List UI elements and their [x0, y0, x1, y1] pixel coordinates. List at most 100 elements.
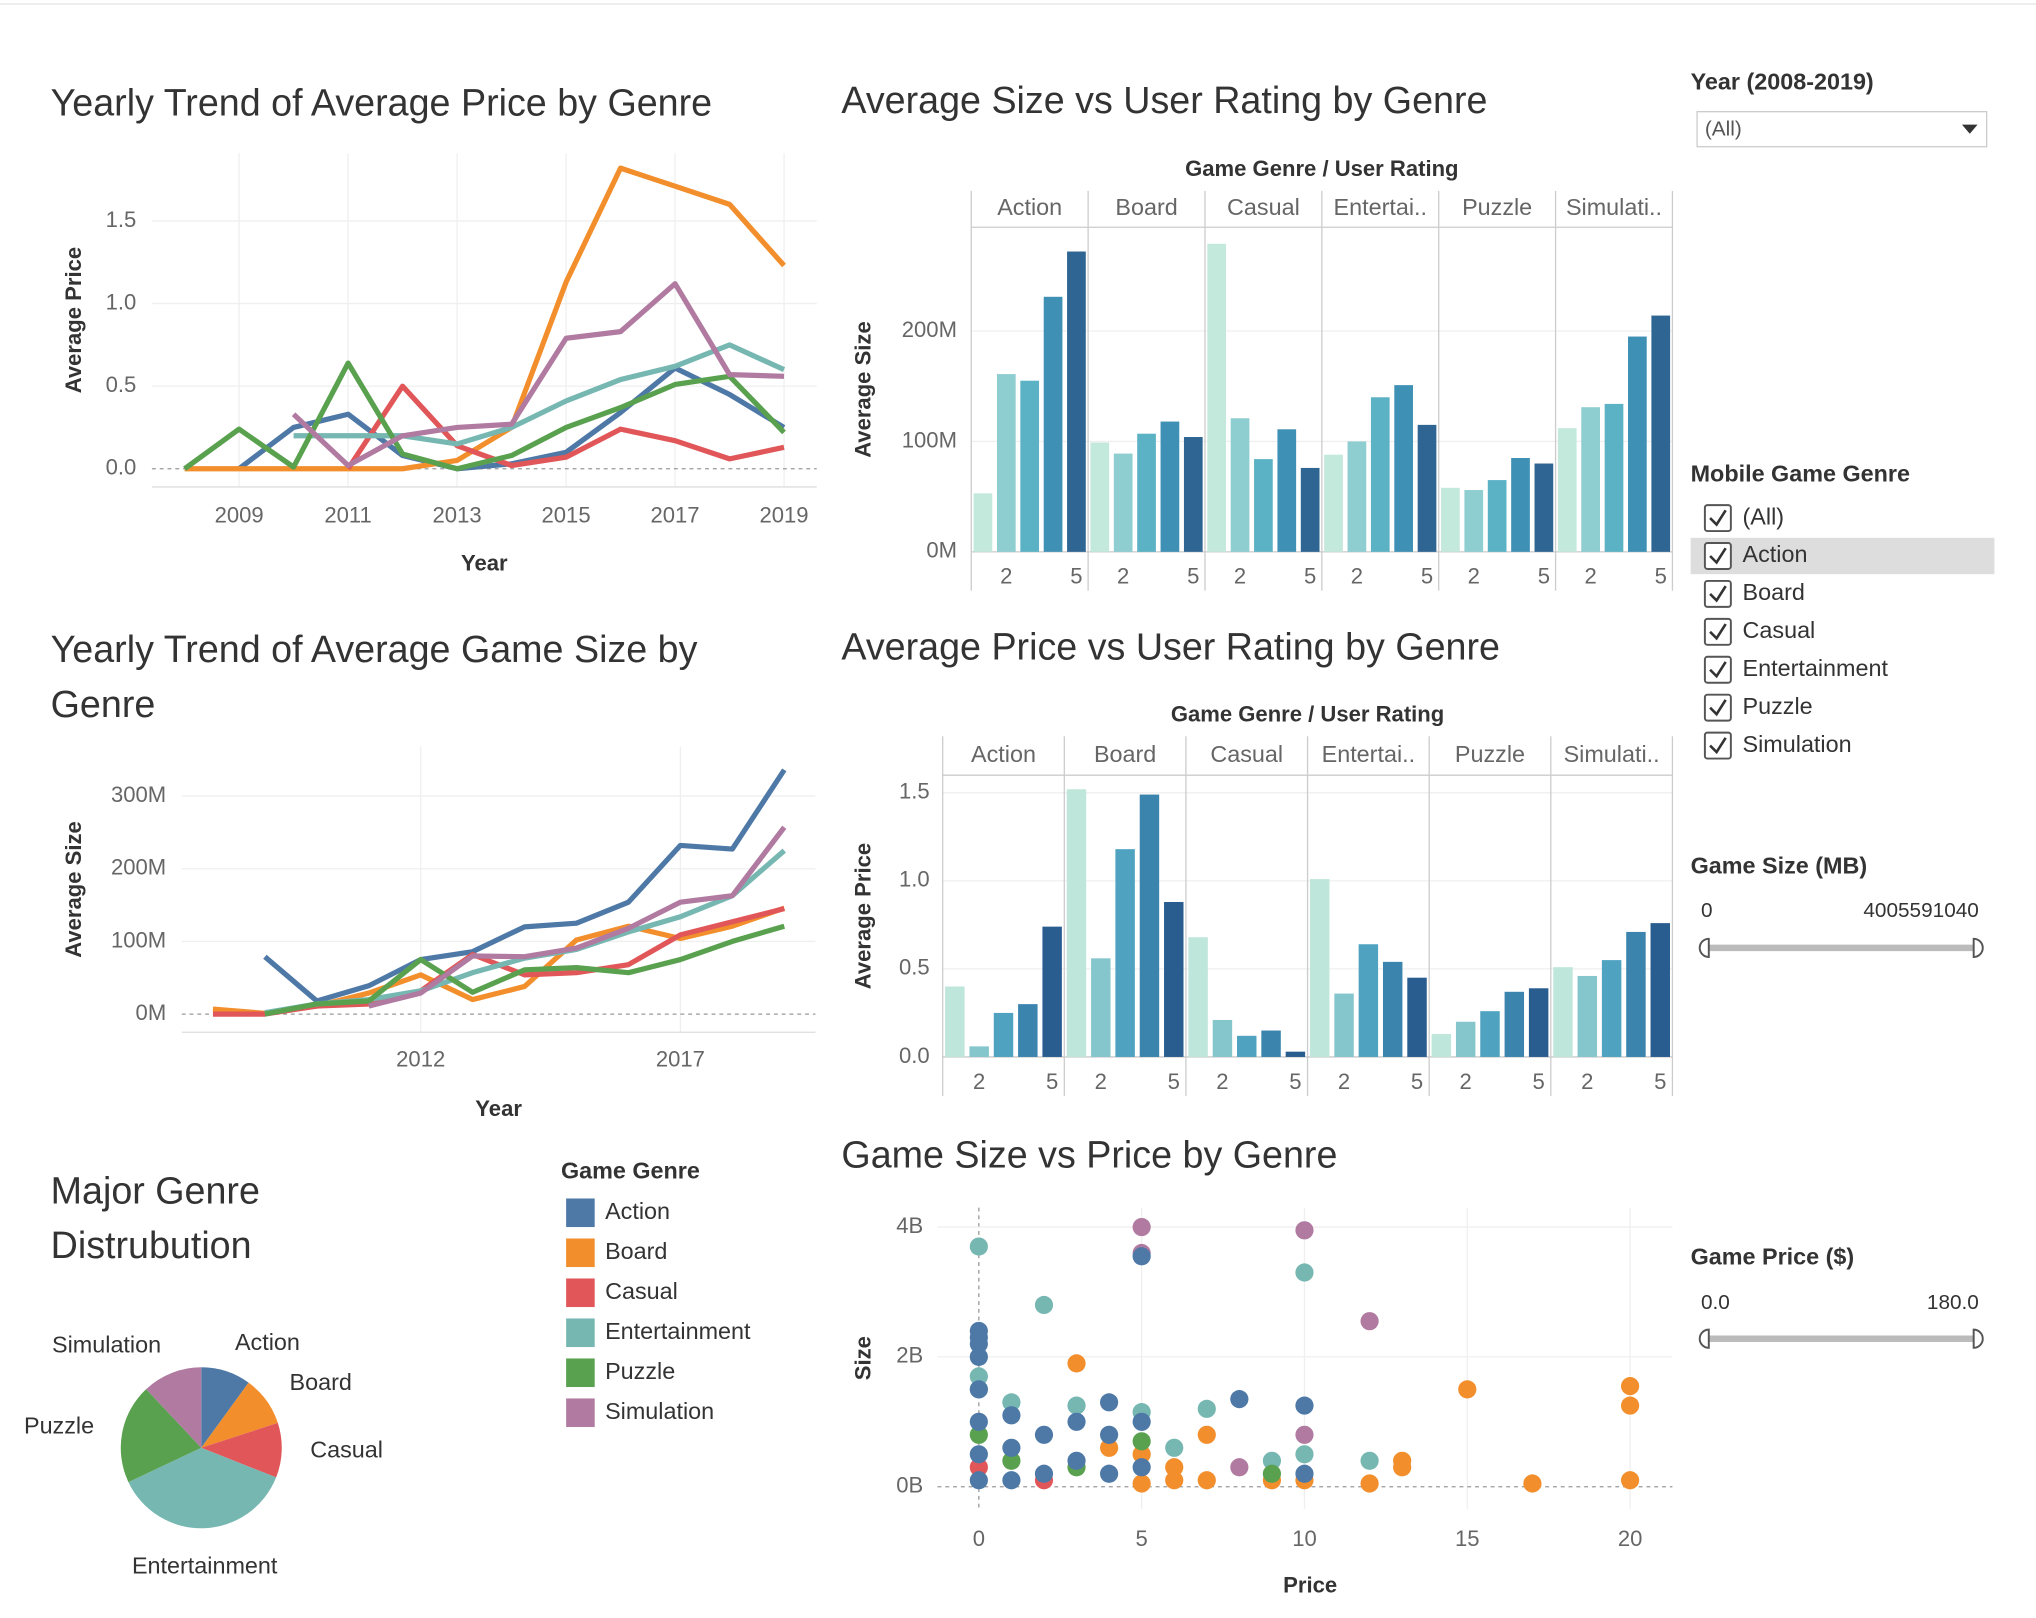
y-tick-label: 100M [902, 427, 957, 452]
bar [1534, 463, 1554, 552]
bar [1511, 457, 1530, 552]
point [1523, 1474, 1542, 1493]
facet-header: Puzzle [1455, 741, 1525, 767]
bar [1651, 315, 1671, 552]
point [1197, 1399, 1216, 1418]
bar [1358, 944, 1379, 1057]
x-tick-label: 2 [973, 1069, 985, 1094]
point [1100, 1464, 1119, 1483]
bar [1455, 1021, 1476, 1057]
year-dropdown[interactable] [1696, 111, 1988, 148]
checkbox-label[interactable]: Simulation [1743, 731, 1852, 757]
checkbox-label[interactable]: Entertainment [1743, 655, 1889, 681]
checkmark [1709, 699, 1727, 717]
point [969, 1334, 988, 1354]
point [1295, 1445, 1314, 1464]
facet-header: Entertai.. [1322, 741, 1415, 767]
point [1132, 1458, 1151, 1477]
point [1132, 1247, 1151, 1266]
series-line [293, 342, 786, 447]
bar [1091, 958, 1111, 1057]
y-tick-label: 200M [902, 317, 957, 342]
bar [1309, 879, 1330, 1057]
checkbox[interactable] [1703, 731, 1732, 760]
bar [1137, 433, 1156, 552]
x-tick-label: 10 [1292, 1526, 1317, 1551]
pie-slice [146, 1367, 202, 1448]
legend-swatch [566, 1278, 595, 1308]
chart-title: Game Size vs Price by Genre [841, 1134, 1338, 1177]
point [969, 1471, 988, 1490]
checkbox-label[interactable]: Action [1743, 541, 1808, 567]
filter-title: Game Size (MB) [1691, 853, 1868, 879]
legend-label: Casual [605, 1278, 678, 1304]
checkbox[interactable] [1703, 504, 1732, 533]
point [1002, 1438, 1021, 1457]
point [1067, 1412, 1086, 1431]
bar [1261, 1030, 1281, 1057]
checkbox[interactable] [1703, 617, 1732, 646]
bar [993, 1012, 1014, 1057]
x-tick-label: 5 [1168, 1069, 1180, 1094]
pie-slice [201, 1367, 249, 1448]
slice-label: Action [235, 1329, 300, 1355]
bar [1230, 418, 1250, 552]
slider-handle[interactable] [1698, 937, 1710, 958]
facet-header: Simulati.. [1566, 194, 1662, 220]
range-max: 180.0 [1927, 1291, 1979, 1314]
point [1393, 1458, 1412, 1477]
bar [1115, 849, 1135, 1057]
slice-label: Board [290, 1369, 352, 1395]
checkmark [1709, 661, 1727, 679]
y-tick-label: 300M [111, 782, 166, 807]
point [1458, 1380, 1477, 1399]
checkbox[interactable] [1703, 693, 1732, 722]
checkbox-label[interactable]: Board [1743, 579, 1805, 605]
point [1100, 1393, 1119, 1412]
point [1165, 1438, 1184, 1457]
checkbox[interactable] [1703, 655, 1732, 684]
x-tick-label: 2 [1234, 564, 1246, 589]
point [1621, 1471, 1640, 1490]
x-tick-label: 2 [1338, 1069, 1350, 1094]
slider-handle[interactable] [1698, 1328, 1710, 1349]
point [969, 1458, 988, 1477]
slice-label: Puzzle [24, 1413, 94, 1439]
y-tick-label: 0M [926, 538, 957, 563]
series-line [264, 923, 786, 1017]
title-box: Yearly Trend of Average Game Size by Gen… [50, 629, 698, 726]
bar [1042, 926, 1062, 1057]
point [969, 1425, 988, 1444]
chart-title: Yearly Trend of Average Game Size by Gen… [50, 629, 698, 726]
bar [1067, 251, 1086, 552]
title-box: Average Price vs User Rating by Genre [841, 627, 1500, 669]
checkbox-label[interactable]: (All) [1743, 503, 1785, 529]
bar [973, 493, 993, 552]
slice-label: Entertainment [132, 1552, 278, 1578]
legend-swatch [566, 1398, 595, 1428]
point [1002, 1471, 1021, 1490]
facet-header-title: Game Genre / User Rating [1185, 156, 1458, 181]
bar [1464, 490, 1484, 552]
bar [1347, 441, 1367, 552]
checkmark [1709, 509, 1727, 527]
checkmark [1709, 737, 1727, 755]
bar [1160, 421, 1180, 552]
slider-handle[interactable] [1972, 1328, 1984, 1349]
checkbox-label[interactable]: Casual [1743, 617, 1816, 643]
x-tick-label: 2 [1095, 1069, 1107, 1094]
bar [969, 1046, 989, 1057]
y-tick-label: 2B [896, 1343, 923, 1368]
legend-label: Action [605, 1198, 670, 1224]
chart-title: Yearly Trend of Average Price by Genre [50, 83, 713, 125]
checkbox[interactable] [1703, 542, 1732, 570]
facet-header-title: Game Genre / User Rating [1171, 701, 1444, 726]
checkbox[interactable] [1703, 579, 1732, 608]
bar [1334, 993, 1354, 1057]
slider-handle[interactable] [1972, 937, 1984, 958]
point [969, 1412, 988, 1431]
checkbox-label[interactable]: Puzzle [1743, 693, 1813, 719]
title-box: Average Size vs User Rating by Genre [841, 81, 1487, 123]
bar [996, 374, 1016, 552]
